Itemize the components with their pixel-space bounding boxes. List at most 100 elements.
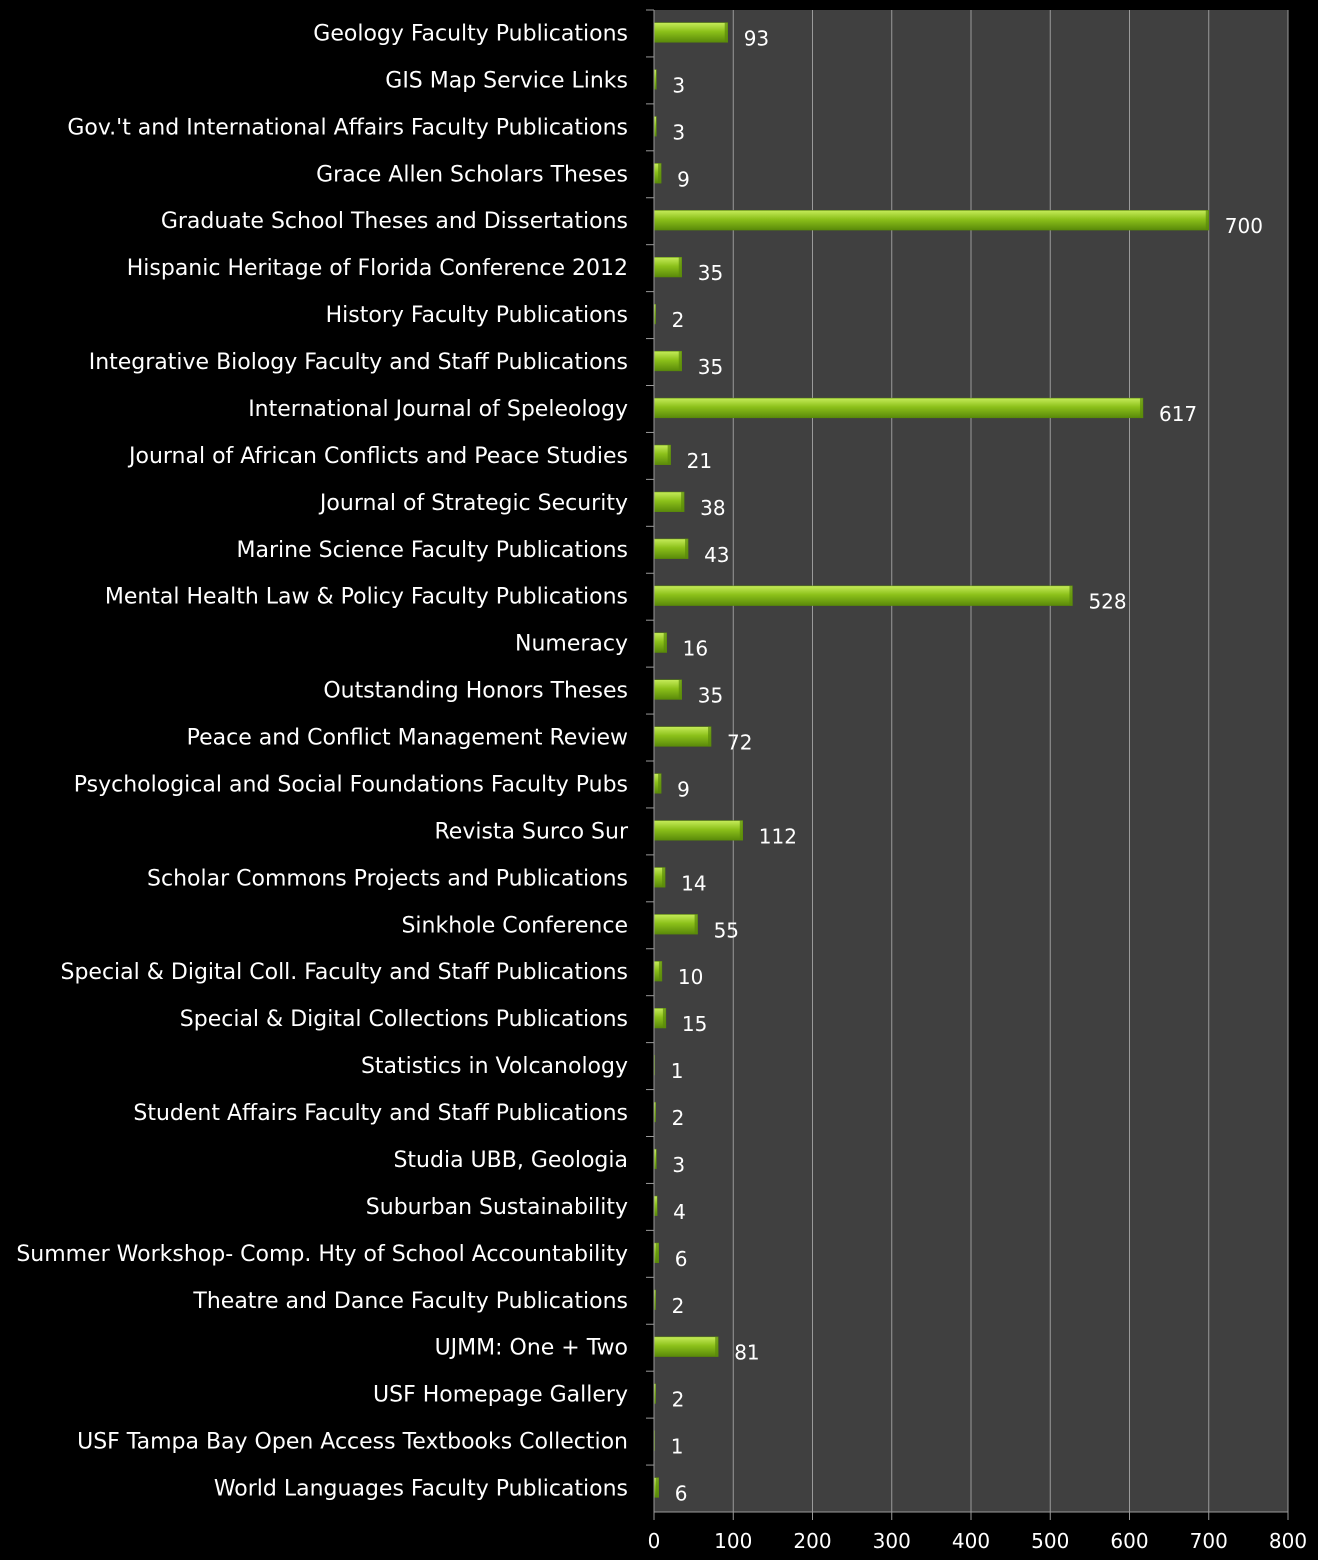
category-label: GIS Map Service Links	[385, 68, 628, 93]
data-label: 72	[727, 731, 752, 755]
bar-end-cap	[681, 491, 685, 512]
bar-end-cap	[658, 773, 662, 794]
bar	[653, 726, 712, 747]
value-labels: 9333970035235617213843528163572911214551…	[671, 26, 1263, 1505]
bar-end-cap	[724, 22, 728, 43]
category-label: Hispanic Heritage of Florida Conference …	[127, 256, 628, 281]
bar	[653, 210, 1209, 231]
data-label: 1	[671, 1435, 684, 1459]
category-label: Revista Surco Sur	[435, 819, 629, 844]
data-label: 35	[698, 355, 723, 379]
category-label: Mental Health Law & Policy Faculty Publi…	[105, 585, 628, 610]
bar	[653, 820, 744, 841]
bar-end-cap	[715, 1336, 719, 1357]
data-label: 6	[675, 1482, 688, 1506]
data-label: 55	[714, 918, 739, 942]
category-label: Gov.'t and International Affairs Faculty…	[67, 115, 628, 140]
bar-end-cap	[685, 538, 689, 559]
category-label: Student Affairs Faculty and Staff Public…	[133, 1101, 628, 1126]
data-label: 14	[681, 871, 706, 895]
data-label: 2	[672, 1294, 685, 1318]
data-label: 81	[734, 1341, 759, 1365]
x-tick-label: 300	[873, 1529, 911, 1553]
axes	[646, 9, 1289, 1520]
data-label: 35	[698, 684, 723, 708]
data-label: 700	[1225, 214, 1263, 238]
x-tick-label: 400	[952, 1529, 990, 1553]
data-label: 9	[677, 167, 690, 191]
bar	[653, 257, 682, 278]
bar	[653, 538, 689, 559]
category-label: Summer Workshop- Comp. Hty of School Acc…	[16, 1242, 628, 1267]
x-tick-label: 600	[1110, 1529, 1148, 1553]
bar-end-cap	[1139, 398, 1143, 418]
gridlines	[732, 10, 1289, 1512]
bar-end-cap	[1205, 210, 1209, 231]
x-tick-label: 0	[648, 1529, 661, 1553]
x-tick-labels: 0 100 200 300 400 500 600 700 800	[648, 1529, 1307, 1553]
data-label: 16	[683, 637, 708, 661]
category-label: Special & Digital Coll. Faculty and Staf…	[61, 960, 629, 985]
data-label: 21	[687, 449, 712, 473]
bar-end-cap	[678, 679, 682, 700]
category-label: History Faculty Publications	[326, 303, 628, 328]
category-label: Studia UBB, Geologia	[393, 1148, 628, 1173]
data-label: 9	[677, 777, 690, 801]
category-label: Journal of African Conflicts and Peace S…	[127, 444, 628, 469]
data-label: 4	[673, 1200, 686, 1224]
bar-end-cap	[739, 820, 743, 841]
bar-end-cap	[658, 961, 662, 982]
category-label: International Journal of Speleology	[248, 397, 628, 422]
category-label: USF Tampa Bay Open Access Textbooks Coll…	[77, 1430, 628, 1455]
category-label: Peace and Conflict Management Review	[187, 726, 628, 751]
bar-end-cap	[655, 1477, 659, 1498]
bar-end-cap	[667, 445, 671, 465]
data-label: 528	[1088, 590, 1126, 614]
bar	[653, 914, 698, 935]
bar	[653, 397, 1144, 419]
x-tick-label: 100	[714, 1529, 752, 1553]
bars-group	[653, 22, 1209, 1498]
x-tick-label: 800	[1269, 1529, 1307, 1553]
data-label: 93	[744, 26, 769, 50]
data-label: 38	[700, 496, 725, 520]
bar-end-cap	[694, 914, 698, 935]
x-tick-label: 500	[1031, 1529, 1069, 1553]
category-label: Outstanding Honors Theses	[323, 679, 628, 704]
data-label: 10	[678, 965, 703, 989]
bar-end-cap	[708, 726, 712, 747]
bar-end-cap	[655, 1242, 659, 1263]
bar-end-cap	[663, 632, 667, 653]
data-label: 1	[671, 1059, 684, 1083]
bar-end-cap	[662, 867, 666, 888]
bar	[653, 491, 685, 512]
category-label: Special & Digital Collections Publicatio…	[180, 1007, 628, 1032]
category-label: Psychological and Social Foundations Fac…	[74, 772, 628, 797]
data-label: 112	[759, 824, 797, 848]
data-label: 43	[704, 543, 729, 567]
category-label: USF Homepage Gallery	[373, 1383, 628, 1408]
category-labels: Geology Faculty Publications GIS Map Serv…	[16, 21, 629, 1501]
category-label: Scholar Commons Projects and Publication…	[147, 866, 628, 891]
category-label: Marine Science Faculty Publications	[237, 538, 628, 563]
bar-end-cap	[678, 351, 682, 371]
bar	[653, 22, 728, 43]
data-label: 15	[682, 1012, 707, 1036]
data-label: 617	[1159, 402, 1197, 426]
category-label: World Languages Faculty Publications	[214, 1477, 628, 1502]
category-label: UJMM: One + Two	[435, 1336, 628, 1361]
category-label: Theatre and Dance Faculty Publications	[192, 1289, 628, 1314]
category-label: Geology Faculty Publications	[313, 21, 628, 46]
category-label: Sinkhole Conference	[401, 913, 628, 938]
data-label: 3	[672, 1153, 685, 1177]
category-label: Journal of Strategic Security	[318, 491, 628, 516]
bar	[653, 585, 1073, 606]
bar-end-cap	[662, 1008, 666, 1029]
x-tick-label: 200	[793, 1529, 831, 1553]
bar	[653, 1336, 719, 1357]
bar	[653, 350, 682, 372]
category-label: Graduate School Theses and Dissertations	[161, 209, 628, 234]
category-label: Suburban Sustainability	[366, 1195, 628, 1220]
bar-end-cap	[678, 257, 682, 278]
